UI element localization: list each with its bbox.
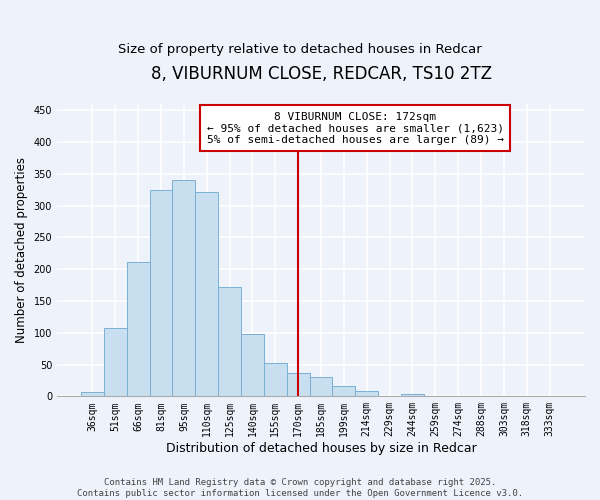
Bar [149,190,172,396]
Text: Size of property relative to detached houses in Redcar: Size of property relative to detached ho… [118,42,482,56]
Bar [332,386,355,396]
Bar [287,373,310,396]
Bar [355,390,378,396]
Text: Contains HM Land Registry data © Crown copyright and database right 2025.
Contai: Contains HM Land Registry data © Crown c… [77,478,523,498]
Bar [172,180,196,396]
Bar [241,334,264,396]
X-axis label: Distribution of detached houses by size in Redcar: Distribution of detached houses by size … [166,442,476,455]
Bar [401,394,424,396]
Bar [127,262,149,396]
Title: 8, VIBURNUM CLOSE, REDCAR, TS10 2TZ: 8, VIBURNUM CLOSE, REDCAR, TS10 2TZ [151,65,491,83]
Bar [218,287,241,397]
Bar [310,378,332,396]
Bar [81,392,104,396]
Text: 8 VIBURNUM CLOSE: 172sqm
← 95% of detached houses are smaller (1,623)
5% of semi: 8 VIBURNUM CLOSE: 172sqm ← 95% of detach… [207,112,504,145]
Bar [264,364,287,396]
Bar [104,328,127,396]
Y-axis label: Number of detached properties: Number of detached properties [15,157,28,343]
Bar [196,192,218,396]
